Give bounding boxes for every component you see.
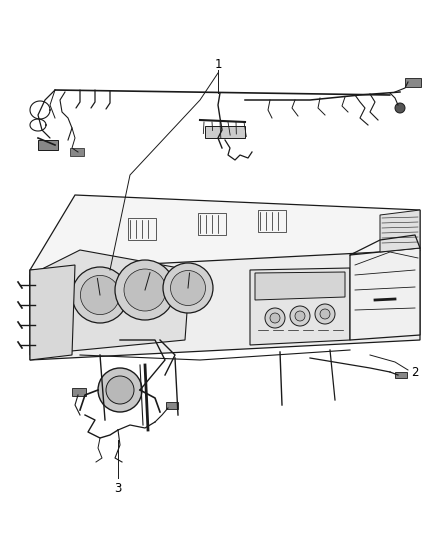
FancyBboxPatch shape [405, 78, 421, 87]
Circle shape [98, 368, 142, 412]
Circle shape [81, 276, 120, 314]
Circle shape [290, 306, 310, 326]
FancyBboxPatch shape [166, 402, 178, 409]
Text: 1: 1 [214, 59, 222, 71]
Circle shape [295, 311, 305, 321]
Polygon shape [30, 265, 75, 360]
FancyBboxPatch shape [70, 148, 84, 156]
Polygon shape [30, 250, 420, 360]
Text: 3: 3 [114, 481, 122, 495]
Polygon shape [250, 268, 350, 345]
Polygon shape [255, 272, 345, 300]
Circle shape [163, 263, 213, 313]
Circle shape [124, 269, 166, 311]
Circle shape [320, 309, 330, 319]
Polygon shape [30, 250, 190, 355]
FancyBboxPatch shape [72, 388, 86, 396]
Circle shape [395, 103, 405, 113]
Polygon shape [30, 195, 420, 320]
Circle shape [72, 267, 128, 323]
Circle shape [106, 376, 134, 404]
Circle shape [115, 260, 175, 320]
Circle shape [265, 308, 285, 328]
Polygon shape [380, 210, 420, 252]
FancyBboxPatch shape [38, 140, 58, 150]
FancyBboxPatch shape [205, 126, 245, 138]
Circle shape [270, 313, 280, 323]
Circle shape [315, 304, 335, 324]
Polygon shape [350, 248, 420, 340]
Text: 2: 2 [411, 366, 419, 378]
FancyBboxPatch shape [395, 372, 407, 378]
Circle shape [170, 271, 205, 305]
